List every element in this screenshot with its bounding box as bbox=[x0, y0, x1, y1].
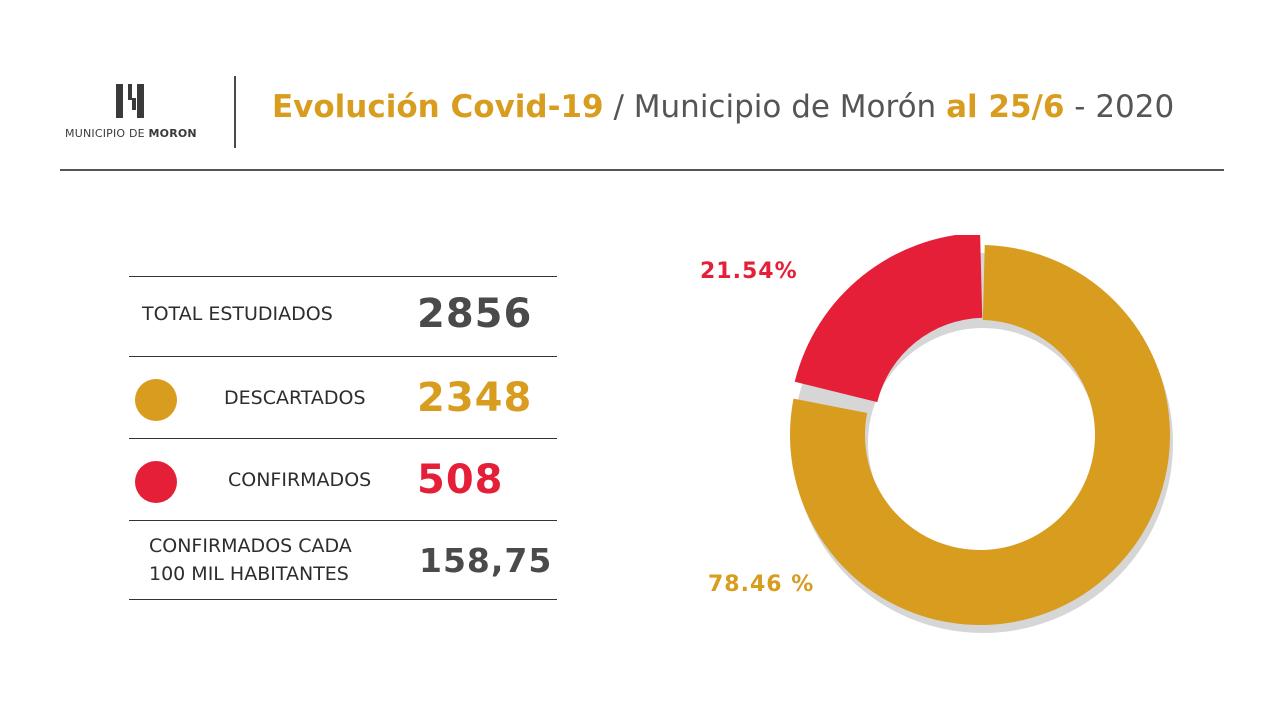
logo-text: MUNICIPIO DE MORON bbox=[65, 127, 197, 140]
donut-chart: 21.54% 78.46 % bbox=[700, 232, 1200, 645]
total-label: TOTAL ESTUDIADOS bbox=[142, 303, 333, 325]
slice-descartados bbox=[790, 245, 1170, 625]
slice-confirmados-group bbox=[794, 232, 983, 403]
confirmados-value: 508 bbox=[417, 457, 504, 503]
header-divider bbox=[234, 76, 236, 148]
title-part1: Evolución Covid-19 bbox=[272, 89, 604, 125]
per100k-value: 158,75 bbox=[419, 541, 553, 580]
confirmados-dot-icon bbox=[135, 461, 177, 503]
per100k-label-line2: 100 MIL HABITANTES bbox=[149, 563, 349, 585]
descartados-label: DESCARTADOS bbox=[224, 387, 366, 409]
stats-table: TOTAL ESTUDIADOS 2856 DESCARTADOS 2348 C… bbox=[129, 276, 557, 600]
stats-row-descartados: DESCARTADOS 2348 bbox=[129, 356, 557, 438]
descartados-percent-label: 78.46 % bbox=[708, 572, 815, 597]
stats-row-confirmados: CONFIRMADOS 508 bbox=[129, 438, 557, 520]
stats-row-per100k: CONFIRMADOS CADA 100 MIL HABITANTES 158,… bbox=[129, 520, 557, 600]
title-part4: - 2020 bbox=[1064, 89, 1175, 125]
title-part2: / Municipio de Morón bbox=[603, 89, 947, 125]
municipio-logo: MUNICIPIO DE MORON bbox=[60, 80, 210, 150]
descartados-dot-icon bbox=[135, 379, 177, 421]
title-part3: al 25/6 bbox=[946, 89, 1065, 125]
logo-text-prefix: MUNICIPIO DE bbox=[65, 127, 149, 140]
donut-chart-svg bbox=[790, 232, 1173, 633]
logo-mark-icon bbox=[116, 84, 144, 118]
slice-confirmados bbox=[794, 232, 983, 403]
logo-text-bold: MORON bbox=[148, 127, 197, 140]
per100k-label-line1: CONFIRMADOS CADA bbox=[149, 535, 352, 557]
page-title: Evolución Covid-19 / Municipio de Morón … bbox=[272, 89, 1174, 125]
total-value: 2856 bbox=[417, 291, 533, 337]
header-rule bbox=[60, 169, 1224, 171]
confirmados-percent-label: 21.54% bbox=[700, 259, 798, 284]
confirmados-label: CONFIRMADOS bbox=[228, 469, 372, 491]
stats-row-total: TOTAL ESTUDIADOS 2856 bbox=[129, 276, 557, 356]
descartados-value: 2348 bbox=[417, 375, 533, 421]
